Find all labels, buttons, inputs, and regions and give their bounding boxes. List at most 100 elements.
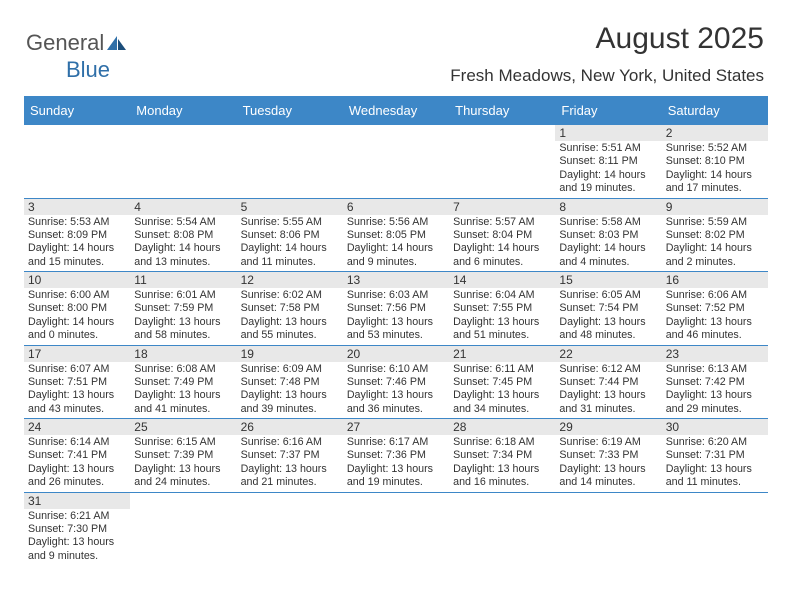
day-number: 3 — [24, 199, 130, 215]
sunrise-text: Sunrise: 6:00 AM — [28, 289, 126, 302]
sunset-text: Sunset: 7:49 PM — [134, 376, 232, 389]
day-details: Sunrise: 6:10 AMSunset: 7:46 PMDaylight:… — [343, 362, 449, 419]
sunset-text: Sunset: 8:11 PM — [559, 155, 657, 168]
day-details: Sunrise: 5:59 AMSunset: 8:02 PMDaylight:… — [662, 215, 768, 272]
day-number — [130, 125, 236, 141]
brand-sail-icon — [106, 31, 128, 57]
day-number: 18 — [130, 346, 236, 362]
daylight-text: Daylight: 14 hours and 19 minutes. — [559, 169, 657, 196]
calendar-day-cell: 11Sunrise: 6:01 AMSunset: 7:59 PMDayligh… — [130, 272, 236, 345]
calendar-day-cell — [449, 125, 555, 198]
daylight-text: Daylight: 13 hours and 9 minutes. — [28, 536, 126, 563]
daylight-text: Daylight: 13 hours and 36 minutes. — [347, 389, 445, 416]
sunset-text: Sunset: 8:10 PM — [666, 155, 764, 168]
day-details: Sunrise: 5:57 AMSunset: 8:04 PMDaylight:… — [449, 215, 555, 272]
day-details: Sunrise: 6:04 AMSunset: 7:55 PMDaylight:… — [449, 288, 555, 345]
daylight-text: Daylight: 14 hours and 9 minutes. — [347, 242, 445, 269]
calendar-week-row: 17Sunrise: 6:07 AMSunset: 7:51 PMDayligh… — [24, 346, 768, 420]
calendar-day-cell: 4Sunrise: 5:54 AMSunset: 8:08 PMDaylight… — [130, 199, 236, 272]
day-number: 21 — [449, 346, 555, 362]
sunset-text: Sunset: 7:48 PM — [241, 376, 339, 389]
day-number: 29 — [555, 419, 661, 435]
calendar-week-row: 3Sunrise: 5:53 AMSunset: 8:09 PMDaylight… — [24, 199, 768, 273]
calendar-day-cell: 31Sunrise: 6:21 AMSunset: 7:30 PMDayligh… — [24, 493, 130, 566]
daylight-text: Daylight: 13 hours and 29 minutes. — [666, 389, 764, 416]
sunrise-text: Sunrise: 6:10 AM — [347, 363, 445, 376]
calendar-day-cell: 22Sunrise: 6:12 AMSunset: 7:44 PMDayligh… — [555, 346, 661, 419]
sunrise-text: Sunrise: 6:12 AM — [559, 363, 657, 376]
daylight-text: Daylight: 13 hours and 55 minutes. — [241, 316, 339, 343]
sunrise-text: Sunrise: 5:57 AM — [453, 216, 551, 229]
calendar-day-cell — [449, 493, 555, 566]
calendar-day-cell: 20Sunrise: 6:10 AMSunset: 7:46 PMDayligh… — [343, 346, 449, 419]
sunrise-text: Sunrise: 6:09 AM — [241, 363, 339, 376]
daylight-text: Daylight: 14 hours and 11 minutes. — [241, 242, 339, 269]
sunset-text: Sunset: 7:46 PM — [347, 376, 445, 389]
sunset-text: Sunset: 7:45 PM — [453, 376, 551, 389]
calendar-day-cell: 8Sunrise: 5:58 AMSunset: 8:03 PMDaylight… — [555, 199, 661, 272]
daylight-text: Daylight: 13 hours and 26 minutes. — [28, 463, 126, 490]
sunset-text: Sunset: 7:36 PM — [347, 449, 445, 462]
sunset-text: Sunset: 7:33 PM — [559, 449, 657, 462]
calendar-day-cell: 21Sunrise: 6:11 AMSunset: 7:45 PMDayligh… — [449, 346, 555, 419]
daylight-text: Daylight: 13 hours and 21 minutes. — [241, 463, 339, 490]
daylight-text: Daylight: 13 hours and 16 minutes. — [453, 463, 551, 490]
daylight-text: Daylight: 14 hours and 0 minutes. — [28, 316, 126, 343]
daylight-text: Daylight: 13 hours and 34 minutes. — [453, 389, 551, 416]
sunrise-text: Sunrise: 5:51 AM — [559, 142, 657, 155]
calendar-day-cell: 27Sunrise: 6:17 AMSunset: 7:36 PMDayligh… — [343, 419, 449, 492]
sunset-text: Sunset: 8:08 PM — [134, 229, 232, 242]
day-number: 26 — [237, 419, 343, 435]
day-details: Sunrise: 6:13 AMSunset: 7:42 PMDaylight:… — [662, 362, 768, 419]
day-details: Sunrise: 5:51 AMSunset: 8:11 PMDaylight:… — [555, 141, 661, 198]
day-number: 15 — [555, 272, 661, 288]
day-number: 4 — [130, 199, 236, 215]
calendar-day-cell: 23Sunrise: 6:13 AMSunset: 7:42 PMDayligh… — [662, 346, 768, 419]
day-number — [24, 125, 130, 141]
sunset-text: Sunset: 8:02 PM — [666, 229, 764, 242]
day-details: Sunrise: 6:03 AMSunset: 7:56 PMDaylight:… — [343, 288, 449, 345]
sunrise-text: Sunrise: 6:18 AM — [453, 436, 551, 449]
calendar-week-row: 31Sunrise: 6:21 AMSunset: 7:30 PMDayligh… — [24, 493, 768, 566]
day-details: Sunrise: 5:58 AMSunset: 8:03 PMDaylight:… — [555, 215, 661, 272]
day-details: Sunrise: 6:20 AMSunset: 7:31 PMDaylight:… — [662, 435, 768, 492]
sunset-text: Sunset: 7:30 PM — [28, 523, 126, 536]
day-number: 17 — [24, 346, 130, 362]
calendar-day-cell: 30Sunrise: 6:20 AMSunset: 7:31 PMDayligh… — [662, 419, 768, 492]
calendar-day-cell — [24, 125, 130, 198]
daylight-text: Daylight: 13 hours and 31 minutes. — [559, 389, 657, 416]
sunrise-text: Sunrise: 5:52 AM — [666, 142, 764, 155]
day-number: 16 — [662, 272, 768, 288]
daylight-text: Daylight: 14 hours and 6 minutes. — [453, 242, 551, 269]
calendar-day-cell: 29Sunrise: 6:19 AMSunset: 7:33 PMDayligh… — [555, 419, 661, 492]
calendar-day-cell: 16Sunrise: 6:06 AMSunset: 7:52 PMDayligh… — [662, 272, 768, 345]
sunrise-text: Sunrise: 6:17 AM — [347, 436, 445, 449]
calendar-day-cell — [237, 125, 343, 198]
sunset-text: Sunset: 7:55 PM — [453, 302, 551, 315]
brand-logo: General Blue — [26, 30, 128, 83]
daylight-text: Daylight: 14 hours and 17 minutes. — [666, 169, 764, 196]
calendar-week-row: 10Sunrise: 6:00 AMSunset: 8:00 PMDayligh… — [24, 272, 768, 346]
day-details: Sunrise: 5:54 AMSunset: 8:08 PMDaylight:… — [130, 215, 236, 272]
day-details: Sunrise: 6:17 AMSunset: 7:36 PMDaylight:… — [343, 435, 449, 492]
day-number: 24 — [24, 419, 130, 435]
day-number: 13 — [343, 272, 449, 288]
calendar-day-cell: 17Sunrise: 6:07 AMSunset: 7:51 PMDayligh… — [24, 346, 130, 419]
day-number: 2 — [662, 125, 768, 141]
sunset-text: Sunset: 7:56 PM — [347, 302, 445, 315]
sunset-text: Sunset: 7:41 PM — [28, 449, 126, 462]
sunrise-text: Sunrise: 6:04 AM — [453, 289, 551, 302]
sunrise-text: Sunrise: 5:55 AM — [241, 216, 339, 229]
calendar-week-row: 1Sunrise: 5:51 AMSunset: 8:11 PMDaylight… — [24, 125, 768, 199]
day-number — [662, 493, 768, 509]
sunrise-text: Sunrise: 5:53 AM — [28, 216, 126, 229]
day-number: 12 — [237, 272, 343, 288]
sunset-text: Sunset: 7:58 PM — [241, 302, 339, 315]
daylight-text: Daylight: 13 hours and 46 minutes. — [666, 316, 764, 343]
sunrise-text: Sunrise: 5:58 AM — [559, 216, 657, 229]
daylight-text: Daylight: 13 hours and 58 minutes. — [134, 316, 232, 343]
calendar-day-cell: 24Sunrise: 6:14 AMSunset: 7:41 PMDayligh… — [24, 419, 130, 492]
day-details: Sunrise: 6:11 AMSunset: 7:45 PMDaylight:… — [449, 362, 555, 419]
weekday-header-row: SundayMondayTuesdayWednesdayThursdayFrid… — [24, 96, 768, 125]
day-number: 31 — [24, 493, 130, 509]
